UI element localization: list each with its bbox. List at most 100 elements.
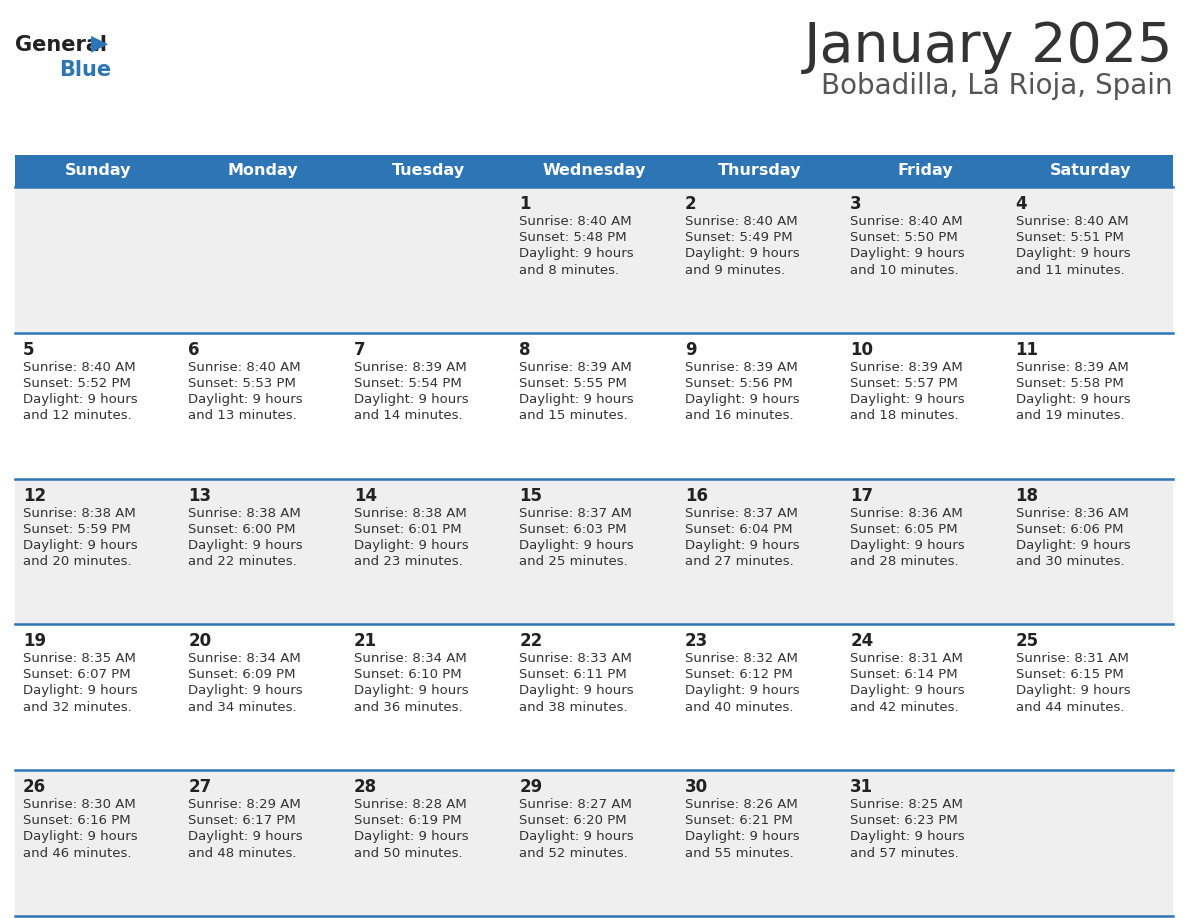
Text: 28: 28 bbox=[354, 778, 377, 796]
Text: Daylight: 9 hours
and 15 minutes.: Daylight: 9 hours and 15 minutes. bbox=[519, 393, 634, 422]
Text: 13: 13 bbox=[189, 487, 211, 505]
Text: 9: 9 bbox=[684, 341, 696, 359]
Text: 12: 12 bbox=[23, 487, 46, 505]
Text: Daylight: 9 hours
and 22 minutes.: Daylight: 9 hours and 22 minutes. bbox=[189, 539, 303, 568]
Text: Sunset: 5:59 PM: Sunset: 5:59 PM bbox=[23, 522, 131, 535]
Text: Daylight: 9 hours
and 48 minutes.: Daylight: 9 hours and 48 minutes. bbox=[189, 830, 303, 859]
Bar bbox=[842, 333, 1007, 478]
Text: ▶: ▶ bbox=[91, 33, 108, 53]
Text: 2: 2 bbox=[684, 195, 696, 213]
Text: 25: 25 bbox=[1016, 633, 1038, 650]
Text: Daylight: 9 hours
and 18 minutes.: Daylight: 9 hours and 18 minutes. bbox=[851, 393, 965, 422]
Bar bbox=[511, 155, 677, 187]
Text: 26: 26 bbox=[23, 778, 46, 796]
Text: Sunset: 6:09 PM: Sunset: 6:09 PM bbox=[189, 668, 296, 681]
Bar bbox=[677, 624, 842, 770]
Bar bbox=[181, 770, 346, 916]
Text: Sunset: 6:05 PM: Sunset: 6:05 PM bbox=[851, 522, 958, 535]
Text: Sunrise: 8:39 AM: Sunrise: 8:39 AM bbox=[354, 361, 467, 374]
Text: Daylight: 9 hours
and 9 minutes.: Daylight: 9 hours and 9 minutes. bbox=[684, 247, 800, 276]
Text: 14: 14 bbox=[354, 487, 377, 505]
Text: 21: 21 bbox=[354, 633, 377, 650]
Text: Sunrise: 8:28 AM: Sunrise: 8:28 AM bbox=[354, 798, 467, 812]
Text: 11: 11 bbox=[1016, 341, 1038, 359]
Bar bbox=[842, 187, 1007, 333]
Bar bbox=[677, 478, 842, 624]
Text: Sunset: 6:06 PM: Sunset: 6:06 PM bbox=[1016, 522, 1123, 535]
Bar bbox=[15, 187, 181, 333]
Text: Sunset: 6:19 PM: Sunset: 6:19 PM bbox=[354, 814, 461, 827]
Text: 1: 1 bbox=[519, 195, 531, 213]
Text: Sunrise: 8:29 AM: Sunrise: 8:29 AM bbox=[189, 798, 302, 812]
Text: Sunset: 6:07 PM: Sunset: 6:07 PM bbox=[23, 668, 131, 681]
Text: Daylight: 9 hours
and 55 minutes.: Daylight: 9 hours and 55 minutes. bbox=[684, 830, 800, 859]
Text: Daylight: 9 hours
and 10 minutes.: Daylight: 9 hours and 10 minutes. bbox=[851, 247, 965, 276]
Bar bbox=[1007, 187, 1173, 333]
Text: 3: 3 bbox=[851, 195, 861, 213]
Bar bbox=[842, 478, 1007, 624]
Text: Sunset: 6:03 PM: Sunset: 6:03 PM bbox=[519, 522, 627, 535]
Text: Sunset: 5:57 PM: Sunset: 5:57 PM bbox=[851, 376, 958, 390]
Bar bbox=[15, 624, 181, 770]
Bar bbox=[1007, 478, 1173, 624]
Text: Sunset: 6:16 PM: Sunset: 6:16 PM bbox=[23, 814, 131, 827]
Text: Bobadilla, La Rioja, Spain: Bobadilla, La Rioja, Spain bbox=[821, 72, 1173, 100]
Text: Sunrise: 8:35 AM: Sunrise: 8:35 AM bbox=[23, 653, 135, 666]
Text: Friday: Friday bbox=[897, 163, 953, 178]
Text: Wednesday: Wednesday bbox=[542, 163, 646, 178]
Text: Sunrise: 8:33 AM: Sunrise: 8:33 AM bbox=[519, 653, 632, 666]
Text: Sunset: 6:20 PM: Sunset: 6:20 PM bbox=[519, 814, 627, 827]
Text: Daylight: 9 hours
and 14 minutes.: Daylight: 9 hours and 14 minutes. bbox=[354, 393, 468, 422]
Text: Blue: Blue bbox=[59, 60, 112, 80]
Text: Tuesday: Tuesday bbox=[392, 163, 466, 178]
Bar bbox=[346, 770, 511, 916]
Bar bbox=[181, 333, 346, 478]
Text: Daylight: 9 hours
and 42 minutes.: Daylight: 9 hours and 42 minutes. bbox=[851, 685, 965, 714]
Text: Sunset: 5:53 PM: Sunset: 5:53 PM bbox=[189, 376, 296, 390]
Bar bbox=[15, 478, 181, 624]
Text: Sunrise: 8:40 AM: Sunrise: 8:40 AM bbox=[684, 215, 797, 228]
Bar bbox=[1007, 624, 1173, 770]
Text: Sunset: 5:48 PM: Sunset: 5:48 PM bbox=[519, 231, 627, 244]
Text: 30: 30 bbox=[684, 778, 708, 796]
Bar bbox=[677, 155, 842, 187]
Bar bbox=[1007, 333, 1173, 478]
Text: 20: 20 bbox=[189, 633, 211, 650]
Text: 27: 27 bbox=[189, 778, 211, 796]
Bar bbox=[1007, 770, 1173, 916]
Text: 15: 15 bbox=[519, 487, 542, 505]
Text: Sunrise: 8:40 AM: Sunrise: 8:40 AM bbox=[189, 361, 301, 374]
Bar bbox=[511, 624, 677, 770]
Text: Sunrise: 8:31 AM: Sunrise: 8:31 AM bbox=[1016, 653, 1129, 666]
Text: Sunrise: 8:38 AM: Sunrise: 8:38 AM bbox=[354, 507, 467, 520]
Text: Daylight: 9 hours
and 19 minutes.: Daylight: 9 hours and 19 minutes. bbox=[1016, 393, 1130, 422]
Bar bbox=[15, 770, 181, 916]
Text: Sunrise: 8:27 AM: Sunrise: 8:27 AM bbox=[519, 798, 632, 812]
Text: Daylight: 9 hours
and 30 minutes.: Daylight: 9 hours and 30 minutes. bbox=[1016, 539, 1130, 568]
Text: Sunset: 5:58 PM: Sunset: 5:58 PM bbox=[1016, 376, 1124, 390]
Text: Daylight: 9 hours
and 57 minutes.: Daylight: 9 hours and 57 minutes. bbox=[851, 830, 965, 859]
Text: Sunrise: 8:39 AM: Sunrise: 8:39 AM bbox=[684, 361, 797, 374]
Text: Sunset: 6:00 PM: Sunset: 6:00 PM bbox=[189, 522, 296, 535]
Bar bbox=[511, 187, 677, 333]
Text: 23: 23 bbox=[684, 633, 708, 650]
Text: Sunrise: 8:26 AM: Sunrise: 8:26 AM bbox=[684, 798, 797, 812]
Text: Daylight: 9 hours
and 27 minutes.: Daylight: 9 hours and 27 minutes. bbox=[684, 539, 800, 568]
Text: 7: 7 bbox=[354, 341, 366, 359]
Text: Sunrise: 8:37 AM: Sunrise: 8:37 AM bbox=[519, 507, 632, 520]
Text: Daylight: 9 hours
and 28 minutes.: Daylight: 9 hours and 28 minutes. bbox=[851, 539, 965, 568]
Text: Sunrise: 8:40 AM: Sunrise: 8:40 AM bbox=[519, 215, 632, 228]
Text: Daylight: 9 hours
and 25 minutes.: Daylight: 9 hours and 25 minutes. bbox=[519, 539, 634, 568]
Text: Monday: Monday bbox=[228, 163, 298, 178]
Text: Sunset: 5:51 PM: Sunset: 5:51 PM bbox=[1016, 231, 1124, 244]
Text: Daylight: 9 hours
and 40 minutes.: Daylight: 9 hours and 40 minutes. bbox=[684, 685, 800, 714]
Text: 17: 17 bbox=[851, 487, 873, 505]
Bar bbox=[15, 333, 181, 478]
Bar bbox=[346, 187, 511, 333]
Text: Sunrise: 8:38 AM: Sunrise: 8:38 AM bbox=[23, 507, 135, 520]
Text: Daylight: 9 hours
and 44 minutes.: Daylight: 9 hours and 44 minutes. bbox=[1016, 685, 1130, 714]
Text: 22: 22 bbox=[519, 633, 543, 650]
Text: Daylight: 9 hours
and 32 minutes.: Daylight: 9 hours and 32 minutes. bbox=[23, 685, 138, 714]
Text: Sunset: 5:49 PM: Sunset: 5:49 PM bbox=[684, 231, 792, 244]
Text: Daylight: 9 hours
and 34 minutes.: Daylight: 9 hours and 34 minutes. bbox=[189, 685, 303, 714]
